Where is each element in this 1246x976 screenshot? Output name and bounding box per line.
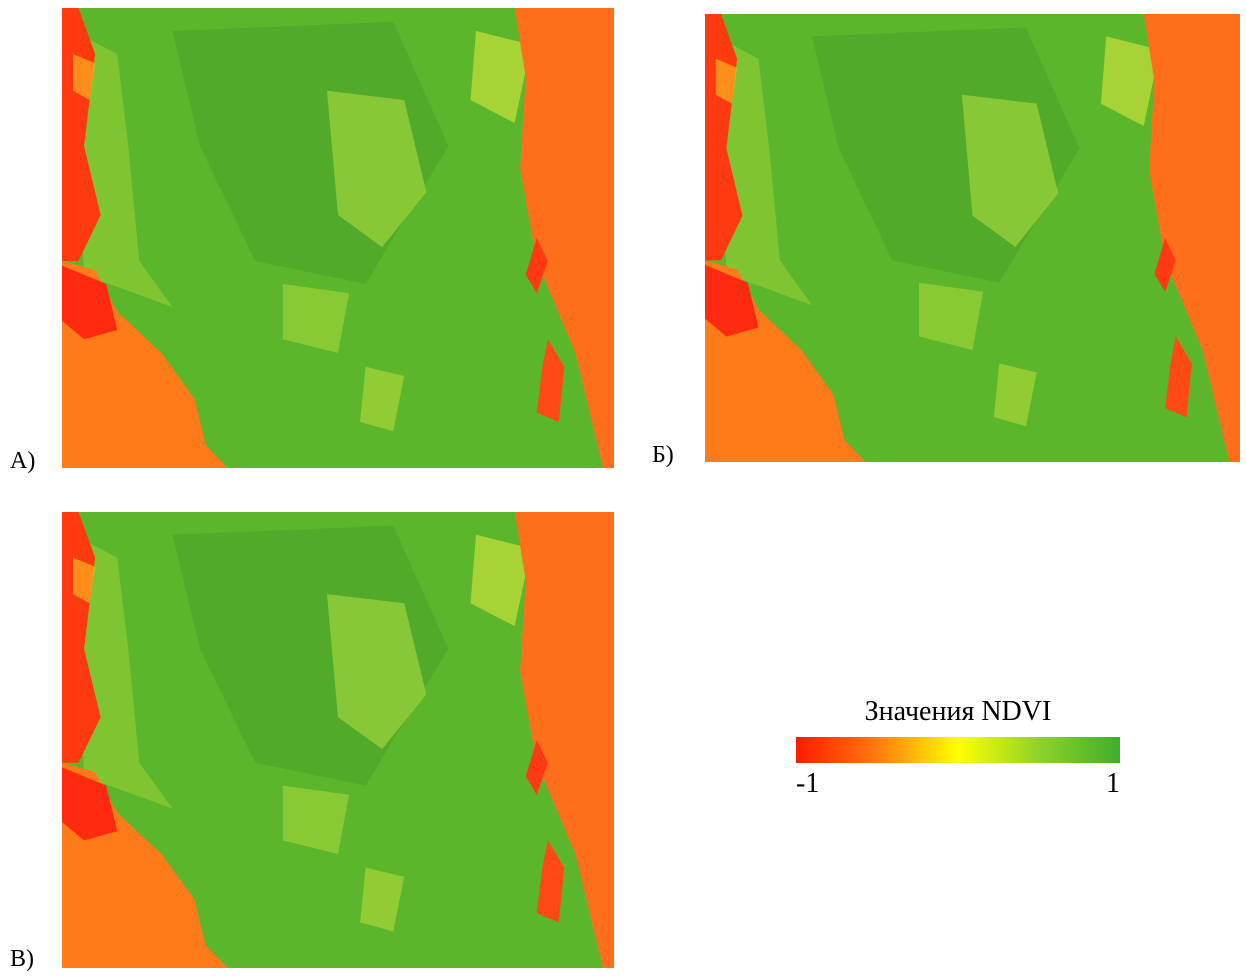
panel-label: В) — [10, 946, 34, 971]
ndvi-map-b — [705, 14, 1240, 462]
ndvi-map-c — [62, 512, 614, 968]
panel-label: А) — [10, 448, 35, 474]
legend-colorbar — [796, 737, 1120, 763]
ndvi-map-a — [62, 8, 614, 468]
legend-title: Значения NDVI — [865, 696, 1052, 727]
legend-min: -1 — [796, 768, 819, 799]
legend-max: 1 — [1106, 768, 1120, 799]
panel-label: Б) — [652, 442, 674, 468]
